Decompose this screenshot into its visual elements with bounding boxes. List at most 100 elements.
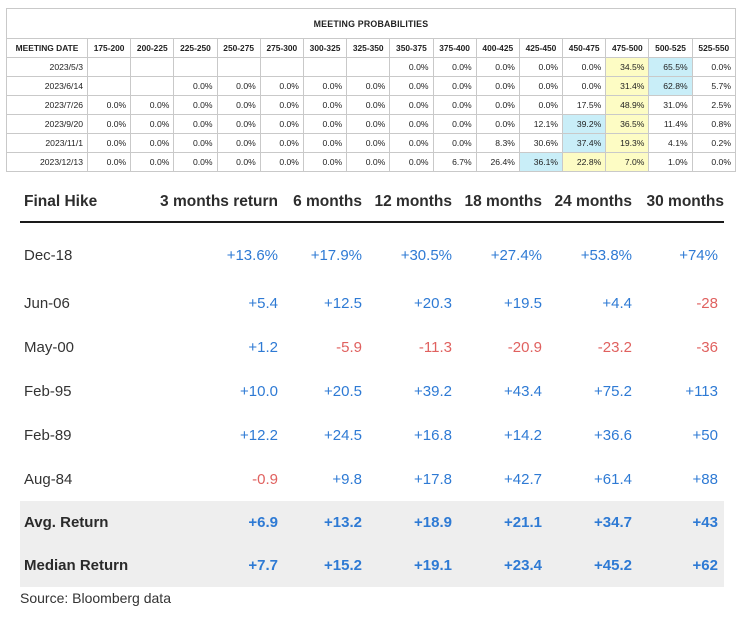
final-hike-date: Feb-95 — [24, 382, 72, 400]
mp-probability-cell: 8.3% — [475, 133, 520, 153]
returns-header-col-1: 3 months return — [142, 183, 278, 223]
returns-panel: Final Hike 3 months return 6 months 12 mont… — [20, 183, 724, 587]
return-value: +21.1 — [452, 501, 542, 544]
mp-probability-cell: 39.2% — [562, 114, 607, 134]
return-value: +19.5 — [504, 294, 542, 312]
mp-probability-cell: 26.4% — [475, 152, 520, 172]
return-value: +61.4 — [594, 470, 632, 488]
mp-probability-cell: 0.0% — [216, 133, 261, 153]
mp-probability-cell: 0.0% — [475, 95, 520, 115]
final-hike-date: Feb-89 — [24, 426, 72, 444]
mp-header-400-425: 400-425 — [475, 38, 520, 58]
mp-header-200-225: 200-225 — [130, 38, 175, 58]
return-value: +113 — [685, 382, 718, 400]
mp-probability-cell: 0.0% — [259, 95, 304, 115]
mp-probability-cell: 0.0% — [346, 152, 391, 172]
meeting-probabilities-title: MEETING PROBABILITIES — [6, 8, 736, 39]
summary-label: Median Return — [20, 544, 142, 587]
mp-probability-cell: 0.0% — [173, 133, 218, 153]
mp-probability-cell: 37.4% — [562, 133, 607, 153]
returns-row: May-00 +1.2 -5.9 -11.3 -20.9 -23.2 -36 — [20, 325, 724, 369]
mp-probability-cell: 11.4% — [648, 114, 693, 134]
meeting-probabilities-table: MEETING PROBABILITIES MEETING DATE 175-20… — [6, 8, 736, 172]
mp-probability-cell: 48.9% — [605, 95, 650, 115]
source-note: Source: Bloomberg data — [20, 590, 171, 606]
mp-probability-cell: 0.0% — [216, 152, 261, 172]
mp-probability-cell: 0.0% — [173, 152, 218, 172]
mp-probability-cell: 0.0% — [86, 133, 132, 153]
return-value: +62 — [632, 544, 724, 587]
meeting-probabilities-panel: MEETING PROBABILITIES MEETING DATE 175-20… — [6, 8, 736, 172]
mp-probability-cell: 0.0% — [518, 95, 564, 115]
mp-meeting-date: 2023/12/13 — [6, 152, 88, 172]
return-value: +15.2 — [278, 544, 362, 587]
return-value: -0.9 — [252, 470, 278, 488]
mp-probability-cell: 0.0% — [173, 114, 218, 134]
mp-probability-cell: 0.0% — [432, 76, 477, 96]
return-value: +27.4% — [490, 246, 542, 264]
final-hike-date: Dec-18 — [24, 246, 73, 264]
mp-header-350-375: 350-375 — [389, 38, 434, 58]
final-hike-date: May-00 — [24, 338, 75, 356]
mp-meeting-date: 2023/7/26 — [6, 95, 88, 115]
mp-probability-cell: 7.0% — [605, 152, 650, 172]
return-value: -36 — [696, 338, 718, 356]
return-value: +7.7 — [142, 544, 278, 587]
mp-probability-cell: 0.0% — [302, 133, 348, 153]
return-value: +24.5 — [324, 426, 362, 444]
mp-probability-cell: 31.4% — [605, 76, 650, 96]
mp-header-325-350: 325-350 — [346, 38, 391, 58]
return-value: +16.8 — [414, 426, 452, 444]
return-value: +4.4 — [602, 294, 632, 312]
return-value: +5.4 — [248, 294, 278, 312]
mp-probability-cell: 0.0% — [346, 95, 391, 115]
return-value: +39.2 — [414, 382, 452, 400]
return-value: -11.3 — [418, 338, 452, 356]
mp-probability-cell: 0.8% — [691, 114, 736, 134]
return-value: +42.7 — [504, 470, 542, 488]
mp-probability-cell: 0.0% — [86, 114, 132, 134]
return-value: +36.6 — [594, 426, 632, 444]
mp-probability-cell: 0.0% — [518, 57, 564, 77]
return-value: +30.5% — [400, 246, 452, 264]
return-value: -28 — [696, 294, 718, 312]
return-value: +13.2 — [278, 501, 362, 544]
mp-probability-cell: 0.0% — [302, 114, 348, 134]
mp-probability-cell: 0.0% — [691, 152, 736, 172]
return-value: +6.9 — [142, 501, 278, 544]
returns-header-final-hike: Final Hike — [20, 183, 142, 223]
mp-header-375-400: 375-400 — [432, 38, 477, 58]
mp-probability-cell: 0.0% — [691, 57, 736, 77]
mp-header-475-500: 475-500 — [605, 38, 650, 58]
mp-probability-cell: 0.0% — [389, 57, 434, 77]
mp-probability-cell: 0.0% — [86, 152, 132, 172]
mp-probability-cell: 5.7% — [691, 76, 736, 96]
mp-header-175-200: 175-200 — [86, 38, 132, 58]
mp-header-meeting-date: MEETING DATE — [6, 38, 88, 58]
mp-probability-cell: 0.2% — [691, 133, 736, 153]
returns-row: Jun-06 +5.4 +12.5 +20.3 +19.5 +4.4 -28 — [20, 281, 724, 325]
return-value: +34.7 — [542, 501, 632, 544]
returns-header-col-6: 30 months — [632, 183, 724, 223]
mp-probability-cell: 0.0% — [346, 133, 391, 153]
returns-row: Dec-18 +13.6% +17.9% +30.5% +27.4% +53.8% +74% — [20, 222, 724, 281]
return-value: +1.2 — [248, 338, 278, 356]
mp-meeting-date: 2023/9/20 — [6, 114, 88, 134]
mp-probability-cell: 31.0% — [648, 95, 693, 115]
mp-probability-cell: 0.0% — [216, 76, 261, 96]
mp-probability-cell: 34.5% — [605, 57, 650, 77]
mp-row: 2023/7/26 0.0% 0.0% 0.0% 0.0% 0.0% 0.0% 0.0% 0.0… — [6, 95, 736, 115]
return-value: +75.2 — [594, 382, 632, 400]
mp-probability-cell: 62.8% — [648, 76, 693, 96]
returns-table: Final Hike 3 months return 6 months 12 mont… — [20, 183, 724, 587]
return-value: +20.3 — [414, 294, 452, 312]
mp-row: 2023/9/20 0.0% 0.0% 0.0% 0.0% 0.0% 0.0% 0.0% 0.0… — [6, 114, 736, 134]
return-value: +18.9 — [362, 501, 452, 544]
mp-probability-cell — [346, 57, 391, 77]
returns-summary-row: Avg. Return +6.9 +13.2 +18.9 +21.1 +34.7 +43 — [20, 501, 724, 544]
mp-probability-cell: 1.0% — [648, 152, 693, 172]
mp-probability-cell: 0.0% — [475, 114, 520, 134]
return-value: +74% — [679, 246, 718, 264]
mp-probability-cell: 36.1% — [518, 152, 564, 172]
mp-probability-cell: 0.0% — [389, 95, 434, 115]
